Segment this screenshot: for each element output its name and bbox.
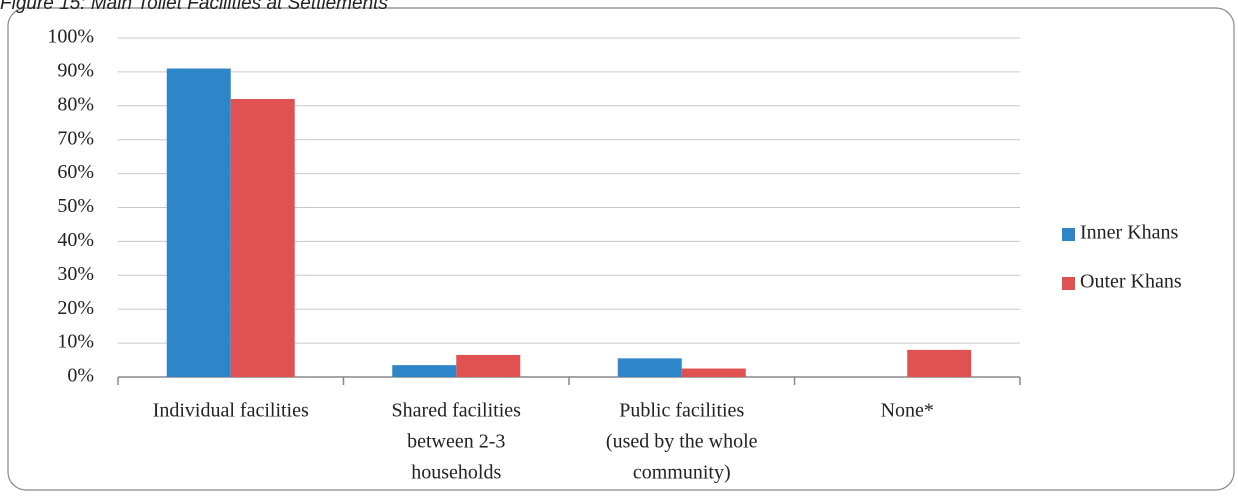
bar: [907, 349, 972, 377]
bar: [681, 368, 746, 377]
bar: [166, 68, 231, 377]
x-tick-label: Individual facilities: [153, 400, 309, 422]
x-tick-label: Shared facilities: [392, 400, 522, 422]
bar: [392, 365, 457, 377]
x-tick-label: None*: [881, 400, 934, 422]
chart-frame: [7, 7, 1235, 491]
y-tick-label: 100%: [47, 26, 94, 48]
y-tick-label: 80%: [57, 93, 94, 115]
x-tick-label: between 2-3: [407, 431, 505, 453]
y-tick-label: 50%: [57, 195, 94, 217]
legend-swatch: [1062, 277, 1075, 290]
x-tick-label: Public facilities: [619, 400, 744, 422]
x-tick-label: households: [411, 462, 501, 484]
y-tick-label: 60%: [57, 161, 94, 183]
chart-title: Figure 15: Main Toilet Facilities at Set…: [0, 0, 388, 14]
y-tick-label: 10%: [57, 331, 94, 353]
bar: [230, 99, 295, 378]
y-tick-label: 70%: [57, 127, 94, 149]
y-tick-label: 40%: [57, 229, 94, 251]
x-tick-label: community): [633, 462, 731, 484]
legend-swatch: [1062, 228, 1075, 241]
bar: [456, 354, 521, 377]
legend-label: Outer Khans: [1080, 271, 1182, 293]
bar: [617, 358, 682, 377]
y-tick-label: 0%: [67, 365, 94, 387]
legend-label: Inner Khans: [1080, 222, 1179, 244]
y-tick-label: 20%: [57, 297, 94, 319]
y-tick-label: 30%: [57, 263, 94, 285]
y-tick-label: 90%: [57, 59, 94, 81]
x-tick-label: (used by the whole: [606, 431, 758, 453]
